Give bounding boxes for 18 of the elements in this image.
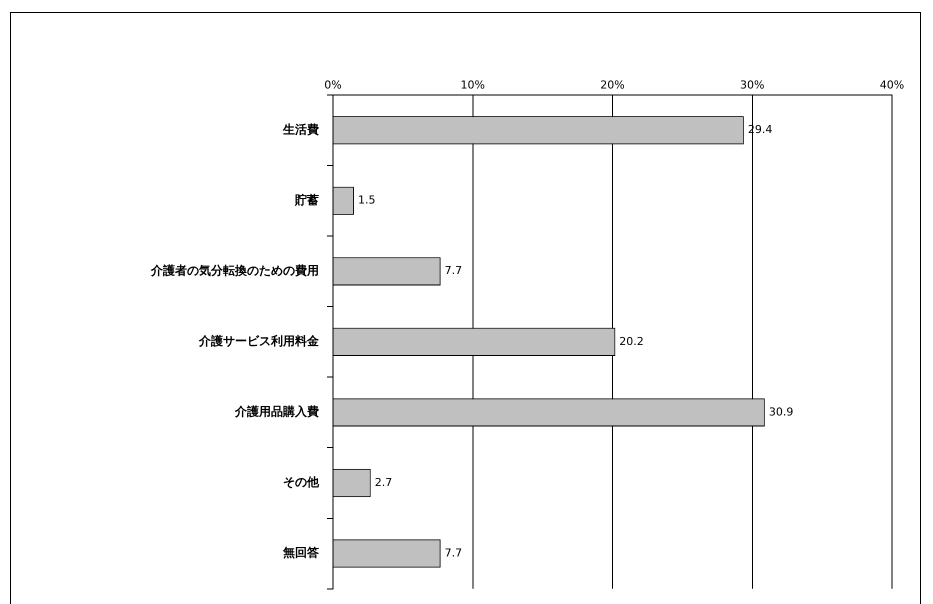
y-tick-label: 介護者の気分転換のための費用 [150,263,319,278]
y-tick-label: 無回答 [282,546,320,560]
data-label: 30.9 [768,405,794,418]
x-tick-label: 0% [324,78,342,92]
data-label: 7.7 [444,546,462,560]
y-tick-label: 生活費 [282,122,319,136]
x-tick-label: 30% [740,78,764,92]
y-tick-label: 介護サービス利用料金 [198,334,320,348]
y-tick-label: その他 [283,475,320,490]
y-tick-label: 貯蓄 [294,192,319,207]
data-label: 20.2 [619,334,644,348]
x-tick-label: 20% [600,78,625,92]
x-tick-label: 40% [880,78,904,92]
data-label: 7.7 [444,264,462,278]
data-label: 2.7 [374,476,392,489]
y-tick-label: 介護用品購入費 [234,404,319,419]
x-tick-label: 10% [460,78,485,92]
data-label: 1.5 [358,194,376,207]
